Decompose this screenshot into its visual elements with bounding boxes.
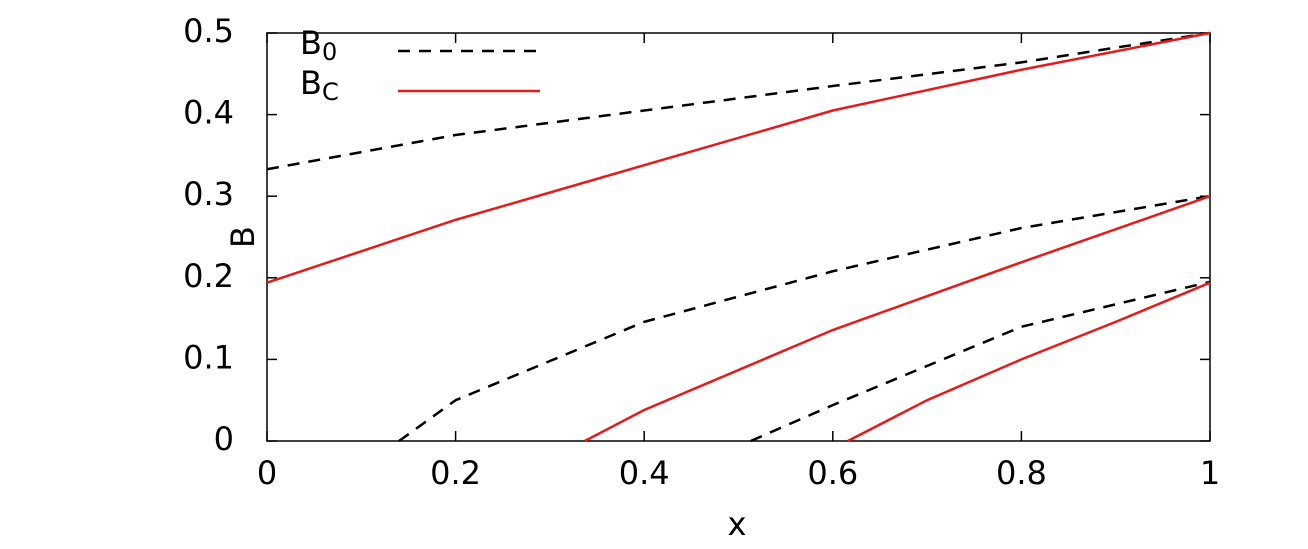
- y-tick-label: 0.4: [183, 94, 234, 132]
- x-tick-label: 0.4: [619, 454, 670, 492]
- x-axis-label: x: [728, 505, 747, 543]
- x-tick-label: 0.6: [807, 454, 858, 492]
- legend-label: B0: [300, 24, 337, 66]
- legend-name: B: [300, 24, 322, 62]
- y-tick-label: 0.5: [183, 12, 234, 50]
- line-series: [266, 31, 1211, 284]
- plot-frame: [266, 32, 1211, 442]
- x-tick-label: 0.2: [430, 454, 481, 492]
- y-axis-label: B: [224, 226, 262, 248]
- y-tick-label: 0.3: [183, 175, 234, 213]
- y-tick-label: 0.1: [183, 338, 234, 376]
- x-tick-label: 0.8: [996, 454, 1047, 492]
- line-series: [750, 280, 1211, 443]
- legend-subscript: 0: [322, 38, 337, 66]
- y-tick-label: 0: [214, 420, 234, 458]
- y-tick-label: 0.2: [183, 257, 234, 295]
- line-series: [847, 281, 1211, 443]
- legend-name: B: [300, 64, 322, 102]
- line-series: [266, 31, 1211, 171]
- x-tick-label: 0: [257, 454, 277, 492]
- x-tick-label: 1: [1200, 454, 1220, 492]
- legend-subscript: C: [322, 78, 339, 106]
- line-series: [584, 195, 1211, 443]
- legend-label: BC: [300, 64, 339, 106]
- line-series: [398, 194, 1211, 443]
